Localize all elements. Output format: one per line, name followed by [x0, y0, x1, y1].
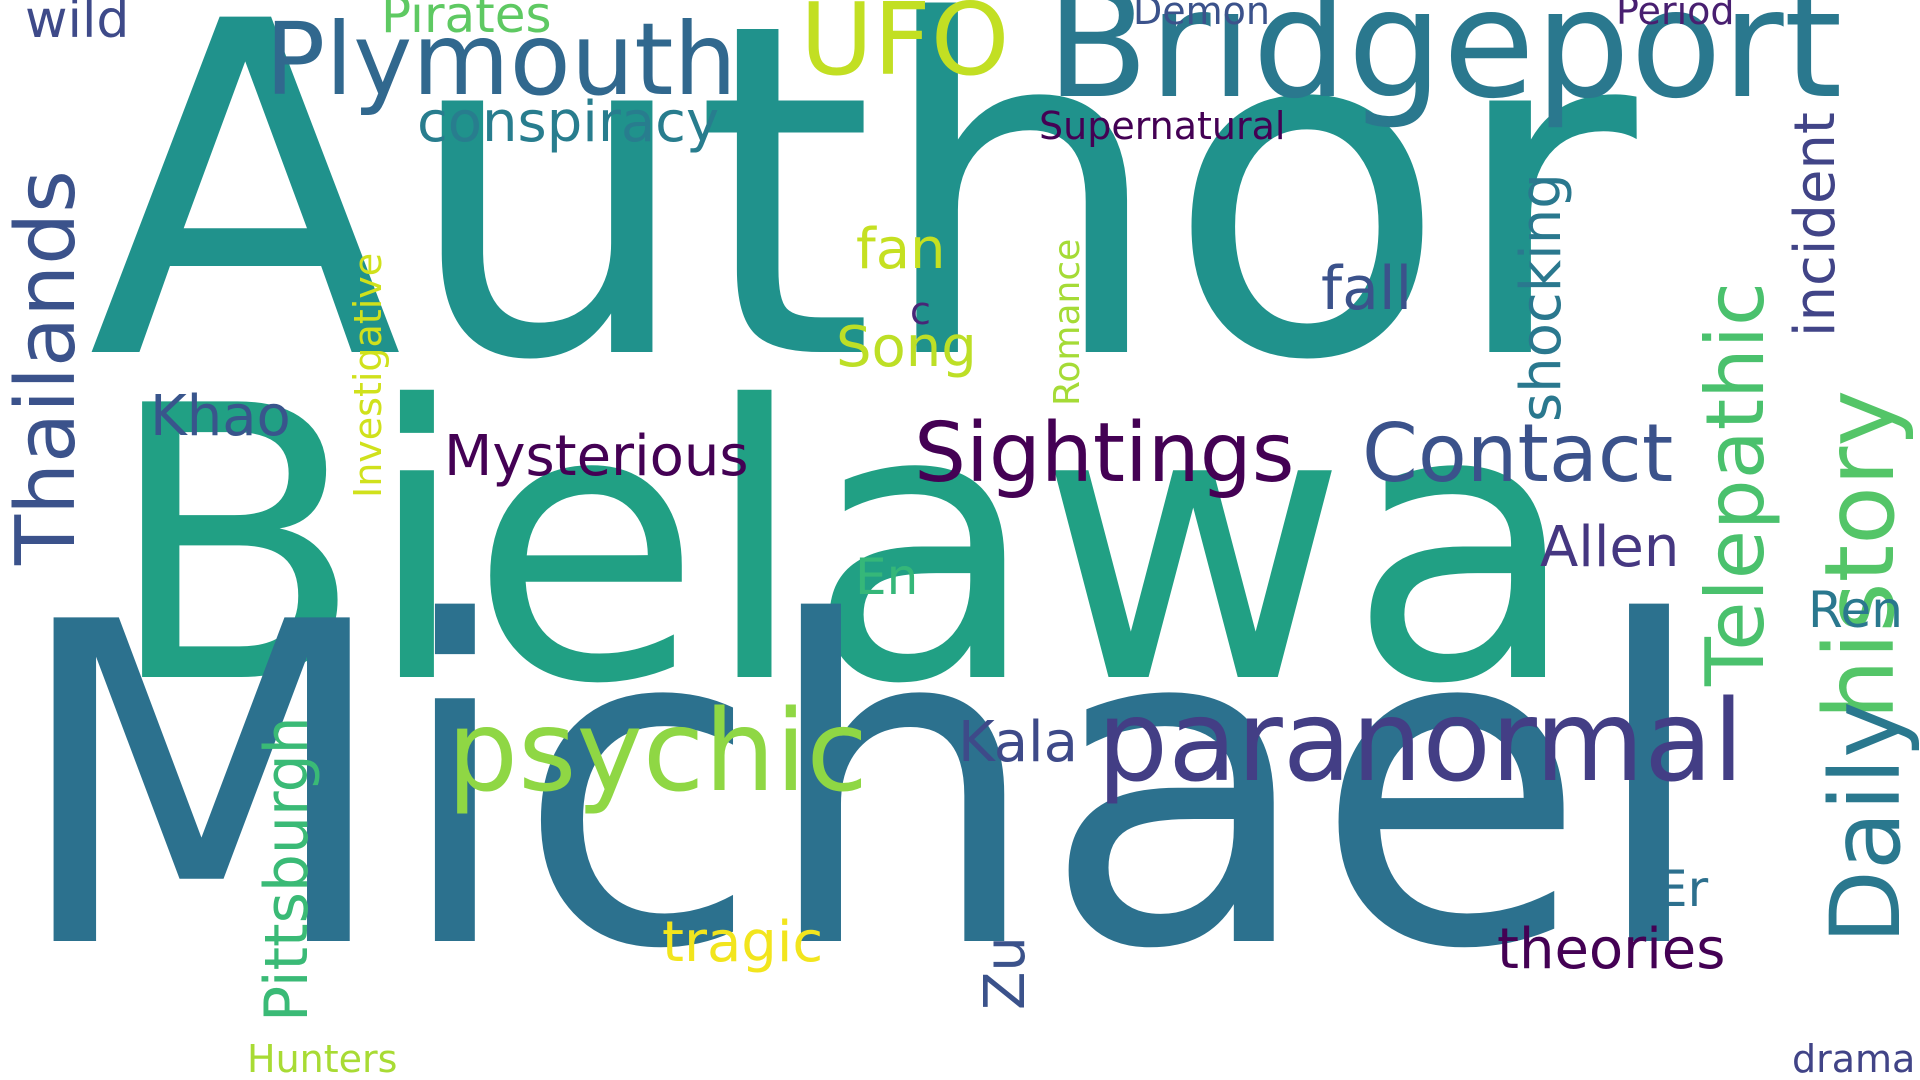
- word-period: Period: [1616, 0, 1735, 30]
- word-contact: Contact: [1362, 414, 1673, 494]
- word-khao: Khao: [150, 389, 291, 445]
- word-thailands: Thailands: [6, 170, 88, 565]
- word-drama: drama: [1792, 1040, 1915, 1078]
- word-er: Er: [1656, 864, 1708, 914]
- word-daily: Daily: [1818, 701, 1914, 944]
- word-supernatural: Supernatural: [1039, 107, 1285, 145]
- word-en: En: [855, 552, 918, 602]
- word-allen: Allen: [1540, 520, 1679, 576]
- word-paranormal: paranormal: [1097, 686, 1744, 798]
- word-song: Song: [836, 320, 977, 376]
- word-pittsburgh: Pittsburgh: [257, 716, 317, 1022]
- word-demon: Demon: [1133, 0, 1270, 30]
- word-fan: fan: [856, 222, 946, 278]
- word-sightings: Sightings: [914, 413, 1295, 495]
- word-wild: wild: [25, 0, 129, 46]
- word-history: history: [1812, 390, 1908, 720]
- word-kala: Kala: [958, 715, 1078, 771]
- word-theories: theories: [1497, 922, 1725, 978]
- word-romance: Romance: [1050, 239, 1086, 406]
- word-telepathic: Telepathic: [1696, 282, 1776, 686]
- word-pirates: Pirates: [381, 0, 552, 40]
- word-zu: Zu: [978, 936, 1034, 1010]
- word-incident: incident: [1788, 112, 1844, 337]
- word-tragic: tragic: [662, 915, 823, 971]
- word-investigative: Investigative: [349, 253, 387, 498]
- word-shocking: shocking: [1514, 173, 1570, 422]
- word-conspiracy: conspiracy: [417, 95, 719, 151]
- word-ren: Ren: [1808, 585, 1903, 635]
- word-hunters: Hunters: [247, 1040, 397, 1078]
- word-psychic: psychic: [447, 696, 868, 808]
- word-ufo: UFO: [800, 0, 1009, 90]
- word-fall: fall: [1321, 259, 1412, 319]
- word-mysterious: Mysterious: [444, 429, 749, 485]
